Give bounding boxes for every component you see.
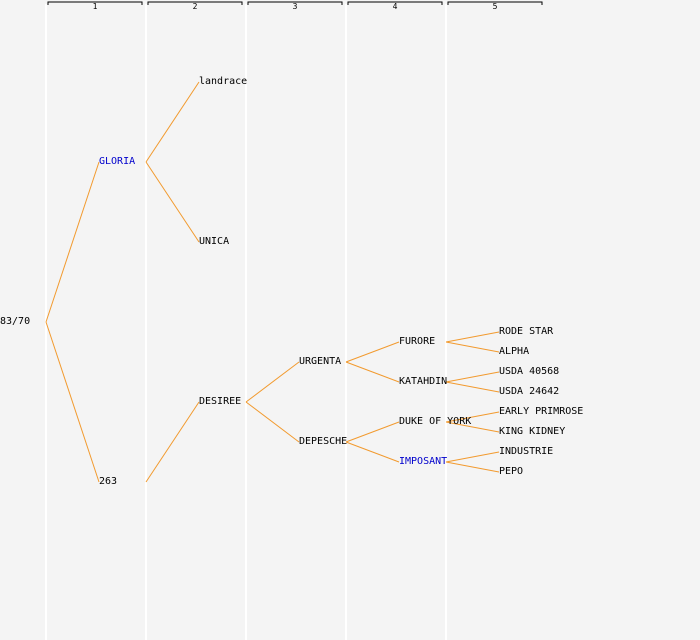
pedigree-node-duke: DUKE OF YORK <box>399 416 472 427</box>
pedigree-node-desiree: DESIREE <box>199 396 242 407</box>
pedigree-node-landrace: landrace <box>199 76 248 87</box>
generation-bracket <box>147 1 243 5</box>
pedigree-edge <box>45 161 100 323</box>
generation-label: 4 <box>393 2 398 11</box>
generation-columns: 1 2 3 4 5 <box>45 1 543 640</box>
pedigree-edge <box>445 331 500 343</box>
pedigree-node-usda2: USDA 24642 <box>499 386 560 397</box>
pedigree-edge <box>445 421 500 433</box>
generation-bracket <box>447 1 543 5</box>
pedigree-node-katahdin: KATAHDIN <box>399 376 448 387</box>
pedigree-node-rode: RODE STAR <box>499 326 554 337</box>
pedigree-edge <box>445 341 500 353</box>
pedigree-node-n263: 263 <box>99 476 118 487</box>
pedigree-edge <box>445 411 500 423</box>
pedigree-node-unica: UNICA <box>199 236 230 247</box>
pedigree-node-usda1: USDA 40568 <box>499 366 560 377</box>
pedigree-node-depesche: DEPESCHE <box>299 436 348 447</box>
pedigree-node-early: EARLY PRIMROSE <box>499 406 584 417</box>
generation-bracket <box>247 1 343 5</box>
generation-bracket <box>347 1 443 5</box>
pedigree-edge <box>345 341 400 363</box>
generation-label: 2 <box>193 2 198 11</box>
pedigree-edge <box>445 381 500 393</box>
pedigree-edge <box>145 81 200 163</box>
generation-label: 5 <box>493 2 498 11</box>
pedigree-node-alpha: ALPHA <box>499 346 530 357</box>
pedigree-edge <box>445 451 500 463</box>
pedigree-edge <box>345 361 400 383</box>
pedigree-node-urgenta: URGENTA <box>299 356 342 367</box>
pedigree-node-root: 83/70 <box>0 316 31 327</box>
pedigree-node-kidney: KING KIDNEY <box>499 426 566 437</box>
pedigree-edge <box>245 401 300 443</box>
pedigree-node-industrie: INDUSTRIE <box>499 446 554 457</box>
pedigree-edge <box>345 441 400 463</box>
pedigree-edge <box>145 401 200 483</box>
pedigree-node-gloria[interactable]: GLORIA <box>99 156 136 167</box>
pedigree-node-pepo: PEPO <box>499 466 524 477</box>
pedigree-edge <box>345 421 400 443</box>
pedigree-edge <box>445 371 500 383</box>
generation-label: 3 <box>293 2 298 11</box>
pedigree-node-furore: FURORE <box>399 336 436 347</box>
pedigree-node-imposant[interactable]: IMPOSANT <box>399 456 448 467</box>
pedigree-edge <box>145 161 200 243</box>
generation-label: 1 <box>93 2 98 11</box>
pedigree-edges <box>45 81 500 483</box>
pedigree-edge <box>445 461 500 473</box>
pedigree-edge <box>45 321 100 483</box>
generation-bracket <box>47 1 143 5</box>
pedigree-edge <box>245 361 300 403</box>
